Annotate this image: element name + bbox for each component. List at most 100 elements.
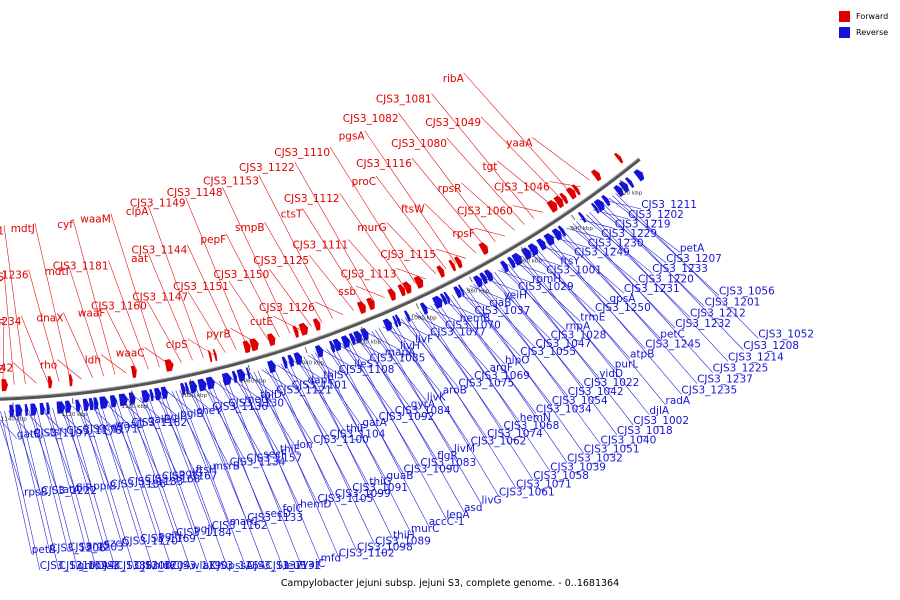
leader-line <box>411 157 486 248</box>
scale-tick-label: 1120 kbp <box>61 412 87 418</box>
gene-label-cjs3-1201: CJS3_1201 <box>705 297 761 309</box>
gene-label-cjs3-1002: CJS3_1002 <box>633 415 689 427</box>
gene-label-cjs3-1153: CJS3_1153 <box>203 175 259 187</box>
gene-label-cjs3-1068: CJS3_1068 <box>504 420 560 432</box>
gene-label-cjs3-1214: CJS3_1214 <box>728 351 784 363</box>
gene-label-tsf: tsf <box>50 426 64 438</box>
leader-line <box>0 363 5 372</box>
gene-label-rada: radA <box>666 395 691 407</box>
leader-line <box>430 305 490 373</box>
leader-line <box>108 260 149 370</box>
gene-label-cjs3-1112: CJS3_1112 <box>284 193 340 205</box>
gene-label-cjs3-1170: CJS3_1170 <box>122 535 178 547</box>
leader-line <box>21 315 49 383</box>
scale-tick-label: 920 kbp <box>620 190 643 196</box>
reverse-gene-arrow <box>314 345 324 358</box>
leader-line <box>258 175 333 319</box>
gene-label-cjs3-1081: CJS3_1081 <box>376 94 432 106</box>
gene-label-proc: proC <box>352 176 377 188</box>
leader-line <box>386 222 437 275</box>
gene-label-cjs3-1125: CJS3_1125 <box>253 255 309 267</box>
gene-label-cjs3-1121: CJS3_1121 <box>276 385 332 397</box>
gene-label-mdti: mdtI <box>45 266 69 278</box>
scale-tick-label: 960 kbp <box>519 259 542 265</box>
gene-label-cjs3-1233: CJS3_1233 <box>652 263 708 275</box>
gene-label-gale: galE <box>148 414 171 426</box>
gene-label-cjs3-1100: CJS3_1100 <box>313 434 369 446</box>
gene-label-cjs3-1207: CJS3_1207 <box>666 253 722 265</box>
gene-labels: gatB rpsB petB CJS3_1210 CJS3_1197 CJS3_1222 C… <box>0 73 814 572</box>
forward-gene-arrow <box>207 350 213 363</box>
gene-label-msrb: msrB <box>213 461 240 473</box>
reverse-gene-arrow <box>443 291 451 304</box>
reverse-gene-arrow <box>473 275 483 288</box>
leader-line <box>159 393 213 531</box>
leader-line <box>210 382 285 571</box>
leader-line <box>608 197 681 253</box>
gene-label-gyra: gyrA <box>411 398 436 410</box>
leader-line <box>76 405 111 489</box>
gene-label-mete: metE <box>0 364 4 376</box>
gene-label-livm: livM <box>454 443 475 455</box>
leader-line <box>108 401 145 484</box>
reverse-gene-arrow <box>483 269 494 282</box>
reverse-gene-arrow <box>15 404 23 417</box>
forward-gene-arrow <box>402 281 412 295</box>
forward-gene-arrow <box>454 256 463 269</box>
reverse-gene-arrow <box>160 386 168 400</box>
leader-line <box>419 310 504 431</box>
forward-gene-arrow <box>47 376 53 389</box>
gene-label-argf: argF <box>490 362 513 374</box>
gene-label-cjs3-1250: CJS3_1250 <box>595 302 651 314</box>
gene-label-cjs3-1219: CJS3_1219 <box>615 219 671 231</box>
reverse-gene-arrow <box>205 376 215 390</box>
leader-line <box>529 251 596 313</box>
leader-line <box>48 408 87 550</box>
reverse-gene-arrow <box>24 403 29 416</box>
forward-gene-arrow <box>614 152 624 164</box>
leader-line <box>566 227 602 239</box>
leader-line <box>615 193 759 339</box>
leader-line <box>494 272 618 435</box>
leader-line <box>347 239 396 294</box>
gene-label-livg: livG <box>482 494 502 506</box>
scale-tick <box>304 347 308 354</box>
reverse-gene-arrow <box>507 256 516 269</box>
gene-label-cjs3-1183: CJS3_1183 <box>128 476 184 488</box>
gene-label-cjs3-1197: CJS3_1197 <box>33 428 89 440</box>
gene-label-cjs3-1056: CJS3_1056 <box>719 286 775 298</box>
gene-label-cjs3-1176: CJS3_1176 <box>66 425 122 437</box>
leader-line <box>497 160 553 207</box>
leader-line <box>187 387 230 467</box>
leader-line <box>203 384 247 463</box>
gene-label-murg: murG <box>357 222 386 234</box>
leader-line <box>269 367 336 498</box>
leader-line <box>302 208 365 307</box>
gene-label-gata: gatA <box>362 417 387 429</box>
leader-line <box>330 347 404 474</box>
reverse-gene-arrow <box>479 272 488 285</box>
forward-gene-arrow <box>387 288 396 301</box>
gene-label-cjs3-1134: CJS3_1134 <box>230 457 286 469</box>
gene-label-petc: petC <box>660 329 685 341</box>
reverse-gene-arrow <box>149 389 154 402</box>
leader-line <box>545 241 646 349</box>
leader-line <box>92 403 128 487</box>
leader-line <box>0 421 25 497</box>
reverse-gene-arrow <box>618 181 630 193</box>
leader-line <box>364 130 457 264</box>
reverse-gene-arrow <box>75 399 81 412</box>
leader-line <box>602 202 744 351</box>
forward-gene-arrow <box>1 379 8 392</box>
leader-line <box>104 402 132 428</box>
leader-line <box>448 296 537 414</box>
reverse-gene-arrow <box>432 295 443 309</box>
leader-line <box>303 356 394 540</box>
gene-label-cjs3-1111: CJS3_1111 <box>292 239 348 251</box>
forward-gene-arrow <box>242 340 251 354</box>
gene-label-mapa: mapA <box>385 346 416 358</box>
leader-line <box>167 391 197 416</box>
gene-label-gmha-1: gmhA-1 <box>78 560 119 572</box>
leader-line <box>322 349 355 369</box>
leader-line <box>63 312 93 378</box>
